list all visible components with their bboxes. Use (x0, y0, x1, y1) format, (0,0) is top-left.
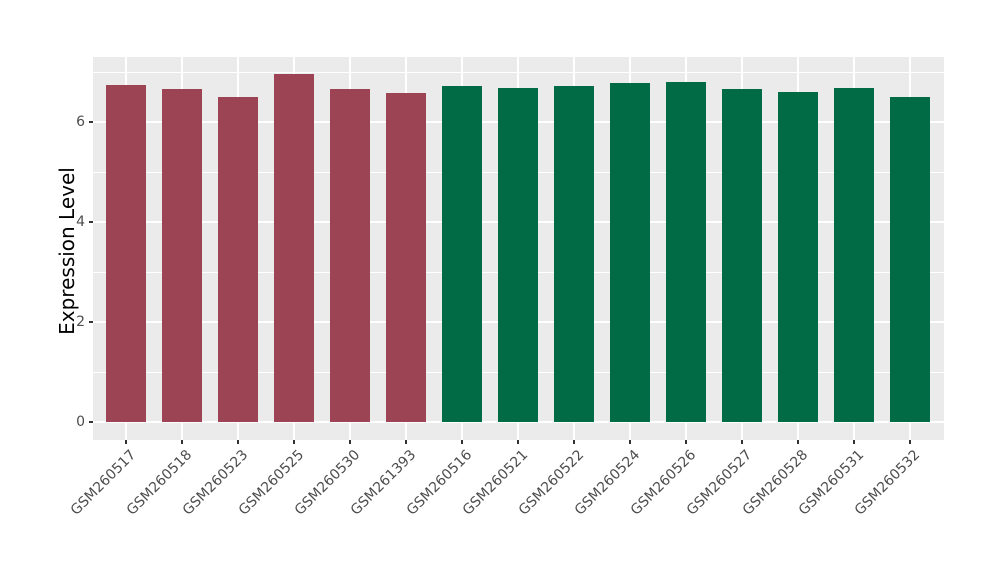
x-axis-tick (797, 440, 799, 444)
bar-GSM260518 (161, 89, 202, 422)
y-tick-label: 4 (76, 214, 85, 230)
bar-GSM260524 (609, 83, 650, 422)
x-tick-label: GSM260517 (67, 447, 140, 519)
x-tick-label: GSM260525 (235, 447, 308, 519)
x-axis-tick (461, 440, 463, 444)
bar-GSM260523 (217, 97, 258, 422)
x-axis-tick (237, 440, 239, 444)
y-axis-tick (89, 321, 93, 323)
x-axis-tick (517, 440, 519, 444)
bar-GSM260530 (329, 89, 370, 422)
x-axis-tick (909, 440, 911, 444)
x-axis-tick (181, 440, 183, 444)
gridline-major (93, 421, 944, 423)
bar-GSM261393 (385, 92, 426, 422)
x-axis-tick (349, 440, 351, 444)
x-tick-label: GSM260528 (739, 447, 812, 519)
y-axis-title: Expression Level (55, 167, 79, 335)
x-axis-tick (685, 440, 687, 444)
bar-GSM260516 (441, 85, 482, 422)
y-tick-label: 6 (76, 114, 85, 130)
bar-GSM260526 (665, 82, 706, 422)
y-tick-label: 0 (76, 414, 85, 430)
x-axis-tick (405, 440, 407, 444)
x-tick-label: GSM260516 (403, 447, 476, 519)
bar-GSM260517 (105, 84, 146, 422)
plot-panel (93, 57, 944, 440)
x-tick-label: GSM260522 (515, 447, 588, 519)
x-axis-tick (125, 440, 127, 444)
x-axis-tick (573, 440, 575, 444)
bar-GSM260528 (777, 92, 818, 422)
x-tick-label: GSM260524 (571, 447, 644, 519)
bar-GSM260532 (889, 96, 930, 422)
x-tick-label: GSM260527 (683, 447, 756, 519)
gridline-minor (93, 71, 944, 73)
x-tick-label: GSM260532 (851, 447, 924, 519)
x-tick-label: GSM260523 (179, 447, 252, 519)
x-axis-tick (853, 440, 855, 444)
x-axis-tick (741, 440, 743, 444)
bar-GSM260522 (553, 86, 594, 422)
bar-GSM260525 (273, 73, 314, 422)
x-axis-tick (293, 440, 295, 444)
y-tick-label: 2 (76, 314, 85, 330)
x-tick-label: GSM260530 (291, 447, 364, 519)
x-tick-label: GSM260521 (459, 447, 532, 519)
y-axis-tick (89, 421, 93, 423)
x-tick-label: GSM260526 (627, 447, 700, 519)
y-axis-tick (89, 121, 93, 123)
bar-GSM260527 (721, 88, 762, 422)
y-axis-tick (89, 221, 93, 223)
bar-GSM260521 (497, 88, 538, 422)
x-tick-label: GSM260531 (795, 447, 868, 519)
bar-GSM260531 (833, 88, 874, 422)
x-tick-label: GSM260518 (123, 447, 196, 519)
x-axis-tick (629, 440, 631, 444)
x-tick-label: GSM261393 (347, 447, 420, 519)
